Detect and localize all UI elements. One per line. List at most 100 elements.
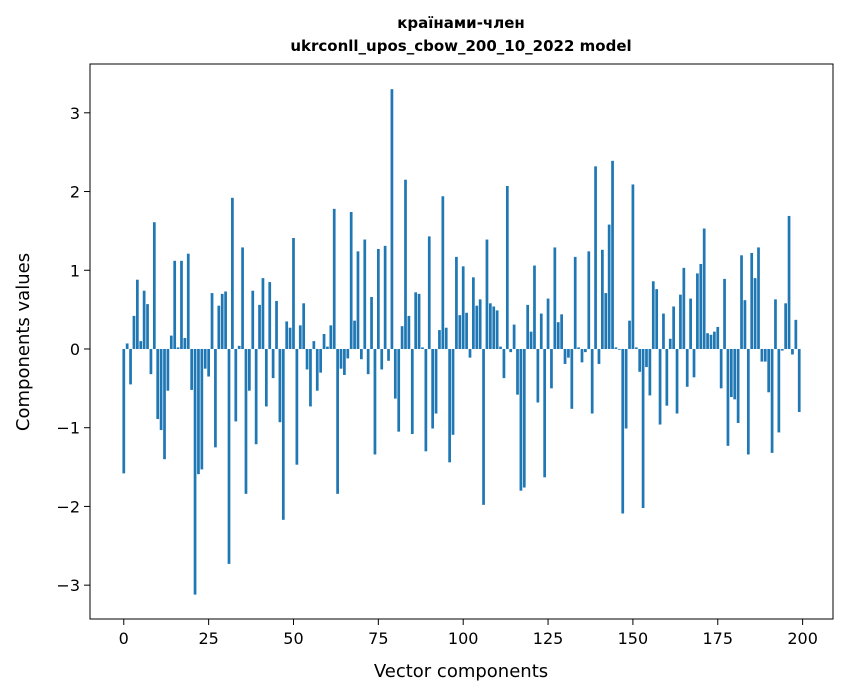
bar-60 [326, 346, 329, 349]
bar-25 [207, 348, 210, 377]
y-tick-label-1: 1 [70, 261, 80, 280]
bar-145 [614, 347, 618, 349]
bar-23 [200, 348, 204, 470]
bar-88 [421, 347, 424, 349]
bar-71 [363, 239, 367, 349]
bar-77 [383, 245, 387, 349]
bar-74 [373, 348, 377, 455]
x-axis-ticks: 0 25 50 75 100 125 150 175 200 [119, 619, 818, 648]
bar-75 [376, 249, 380, 349]
bar-83 [404, 179, 407, 349]
bar-186 [753, 278, 757, 349]
bar-165 [682, 267, 686, 349]
bar-33 [234, 348, 238, 422]
bar-0 [122, 348, 126, 474]
bar-151 [634, 347, 638, 349]
bar-188 [760, 348, 764, 362]
bar-110 [495, 310, 499, 349]
bar-16 [176, 347, 180, 349]
bar-171 [702, 228, 706, 349]
bar-136 [584, 348, 587, 353]
bar-79 [390, 89, 394, 349]
bar-120 [529, 331, 533, 349]
bar-154 [645, 348, 648, 368]
bar-103 [472, 277, 475, 349]
bar-196 [787, 215, 791, 349]
bar-17 [180, 260, 183, 349]
y-tick-label-3: 3 [70, 104, 80, 123]
bar-55 [309, 348, 312, 407]
bar-122 [536, 348, 540, 403]
bar-11 [159, 348, 163, 431]
bar-199 [797, 348, 801, 412]
bar-173 [709, 334, 713, 349]
bar-141 [601, 249, 604, 349]
bar-78 [387, 348, 390, 361]
bar-69 [356, 251, 360, 349]
bar-3 [132, 315, 136, 349]
bar-94 [441, 196, 445, 349]
bar-174 [713, 331, 716, 349]
bar-34 [237, 345, 241, 349]
bar-131 [567, 348, 570, 358]
y-tick-label--1: −1 [56, 419, 80, 438]
bar-105 [478, 299, 482, 349]
bar-38 [251, 290, 255, 349]
bar-195 [784, 303, 788, 349]
bar-10 [156, 348, 160, 420]
y-tick-label--2: −2 [56, 497, 80, 516]
bar-138 [590, 348, 594, 414]
chart-title-line2: ukrconll_upos_cbow_200_10_2022 model [290, 37, 631, 55]
bar-185 [750, 252, 754, 349]
bar-21 [193, 348, 197, 595]
bar-24 [203, 348, 207, 369]
y-tick-label-2: 2 [70, 183, 80, 202]
bar-68 [353, 320, 356, 349]
bar-46 [278, 348, 282, 423]
x-tick-label-75: 75 [368, 629, 388, 648]
bar-102 [468, 348, 472, 358]
bar-93 [438, 330, 441, 349]
bar-1 [125, 343, 129, 349]
bar-49 [288, 327, 292, 349]
x-tick-label-0: 0 [119, 629, 129, 648]
bar-50 [292, 237, 295, 349]
bar-47 [281, 348, 285, 520]
bar-44 [271, 348, 275, 379]
bar-84 [407, 315, 411, 349]
bar-161 [668, 338, 672, 349]
chart-title-line1: країнами-член [397, 14, 525, 32]
x-tick-label-175: 175 [702, 629, 733, 648]
bar-97 [451, 348, 455, 435]
x-tick-label-25: 25 [198, 629, 218, 648]
bar-82 [400, 326, 404, 349]
bar-41 [261, 278, 265, 349]
bar-113 [505, 186, 509, 349]
bar-95 [444, 327, 448, 349]
bar-189 [763, 348, 767, 362]
bar-114 [509, 348, 513, 353]
bar-9 [152, 222, 156, 349]
bar-143 [607, 224, 611, 349]
bar-176 [719, 348, 723, 389]
bar-54 [305, 348, 309, 370]
bar-182 [740, 255, 743, 349]
bar-166 [685, 348, 689, 387]
bar-117 [519, 348, 523, 491]
bar-40 [258, 304, 261, 349]
bar-152 [638, 348, 642, 372]
bar-96 [448, 348, 451, 463]
bar-48 [285, 321, 289, 349]
bar-191 [770, 348, 774, 453]
bar-36 [244, 348, 248, 494]
x-tick-label-200: 200 [787, 629, 818, 648]
bar-177 [723, 278, 726, 349]
bar-90 [427, 236, 431, 349]
bar-115 [512, 324, 516, 349]
bar-150 [631, 184, 635, 349]
bar-144 [611, 160, 614, 349]
bar-7 [146, 304, 149, 349]
bar-128 [556, 322, 560, 349]
bar-37 [248, 348, 251, 391]
bar-5 [139, 341, 143, 349]
